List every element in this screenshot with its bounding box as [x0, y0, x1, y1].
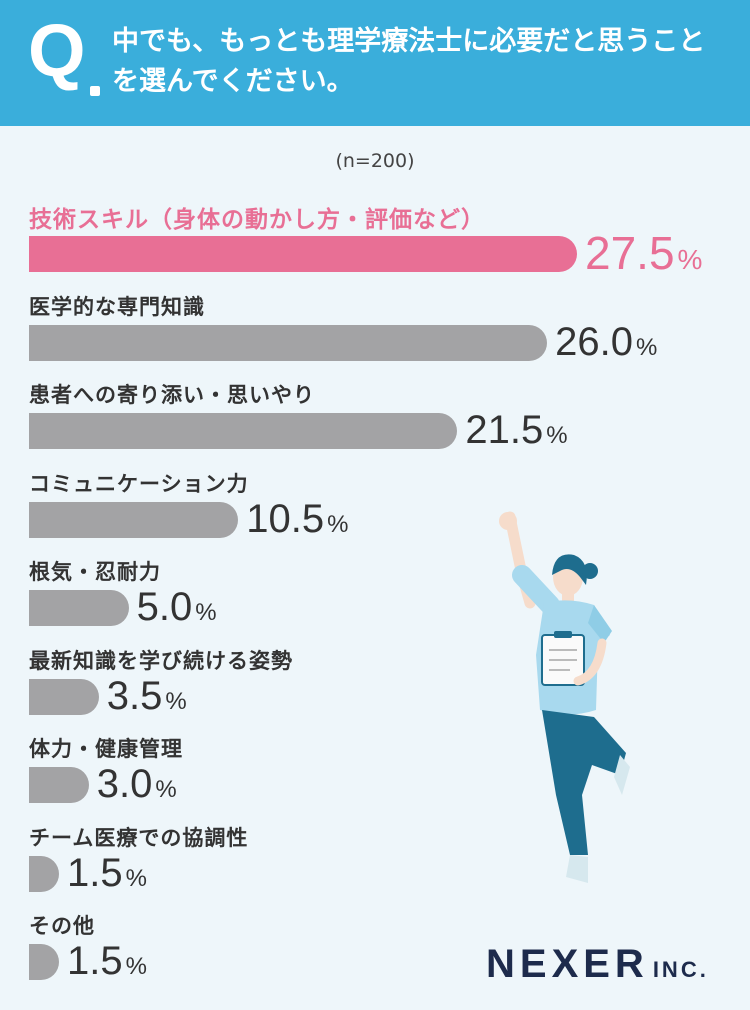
q-dot	[90, 86, 100, 96]
value-number: 26.0	[555, 319, 633, 364]
value-number: 10.5	[246, 496, 325, 541]
value-label: 26.0%	[555, 322, 657, 362]
value-label: 1.5%	[67, 853, 147, 893]
value-number: 5.0	[136, 585, 193, 629]
value-label: 10.5%	[246, 499, 348, 539]
value-label: 5.0%	[137, 587, 217, 627]
bar	[29, 767, 89, 803]
question-text: 中でも、もっとも理学療法士に必要だと思うことを選んでください。	[112, 26, 706, 97]
value-unit: %	[677, 244, 703, 275]
company-logo: NEXER INC.	[486, 942, 709, 987]
value-label: 3.0%	[97, 764, 177, 804]
sample-size: (n=200)	[335, 150, 415, 172]
bar	[29, 236, 577, 272]
value-number: 3.0	[96, 762, 153, 806]
value-number: 21.5	[465, 408, 544, 452]
category-label: 医学的な専門知識	[29, 294, 205, 319]
value-unit: %	[546, 422, 568, 449]
bar	[29, 324, 548, 361]
therapist-illustration	[499, 511, 630, 883]
value-label: 21.5%	[465, 410, 567, 450]
value-unit: %	[125, 864, 147, 892]
value-unit: %	[635, 333, 658, 361]
value-unit: %	[125, 953, 147, 980]
category-label: 患者への寄り添い・思いやり	[29, 383, 315, 407]
value-number: 3.5	[106, 673, 163, 718]
value-number: 27.5	[585, 227, 675, 279]
value-unit: %	[195, 599, 217, 626]
category-label: コミュニケーション力	[29, 471, 249, 496]
bar	[29, 590, 129, 626]
category-label: 技術スキル（身体の動かし方・評価など）	[29, 207, 485, 233]
logo-suffix: INC.	[652, 957, 709, 982]
bar	[29, 944, 59, 980]
bar	[29, 413, 458, 449]
value-number: 1.5	[67, 850, 123, 895]
category-label: 体力・健康管理	[29, 737, 183, 761]
value-unit: %	[165, 687, 187, 715]
question-header: Q 中でも、もっとも理学療法士に必要だと思うことを選んでください。	[0, 0, 750, 126]
category-label: その他	[29, 914, 95, 938]
value-label: 3.5%	[107, 676, 187, 716]
value-label: 1.5%	[67, 941, 147, 981]
bar	[29, 855, 59, 892]
bar	[29, 501, 239, 538]
q-mark: Q	[28, 9, 86, 92]
category-label: チーム医療での協調性	[29, 825, 249, 850]
logo-name: NEXER	[486, 942, 649, 986]
bar	[29, 678, 99, 715]
value-number: 1.5	[67, 939, 123, 983]
value-label: 27.5%	[585, 230, 702, 276]
value-unit: %	[327, 510, 349, 538]
value-unit: %	[155, 776, 177, 803]
category-label: 最新知識を学び続ける姿勢	[29, 648, 293, 673]
category-label: 根気・忍耐力	[29, 560, 161, 584]
